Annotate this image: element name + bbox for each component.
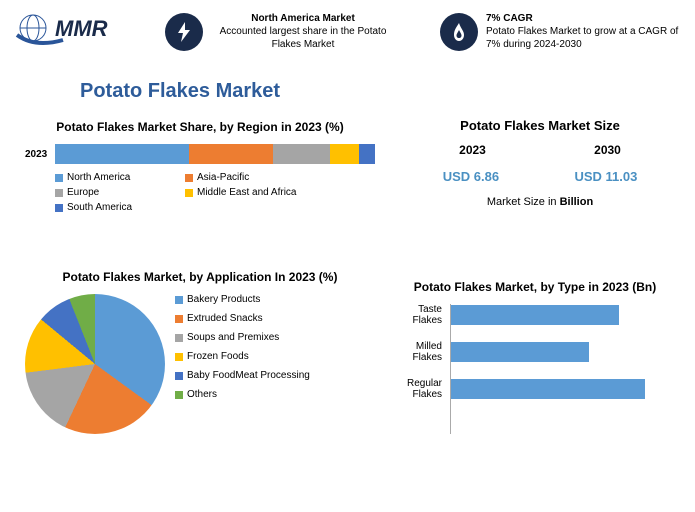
ms-value2: USD 11.03 — [574, 169, 637, 184]
callout1-title: North America Market — [211, 12, 395, 25]
region-seg — [330, 144, 359, 164]
callout-north-america: North America Market Accounted largest s… — [165, 12, 395, 51]
legend-item: Extruded Snacks — [175, 313, 310, 324]
application-chart: Potato Flakes Market, by Application In … — [15, 270, 385, 434]
legend-item: Others — [175, 389, 310, 400]
legend-item: North America — [55, 172, 165, 183]
type-bar-row: Regular Flakes — [390, 378, 680, 400]
region-year-label: 2023 — [25, 149, 55, 160]
market-size-title: Potato Flakes Market Size — [405, 118, 675, 133]
mmr-logo: MMR — [15, 10, 125, 57]
legend-item: Soups and Premixes — [175, 332, 310, 343]
legend-item: Bakery Products — [175, 294, 310, 305]
region-stacked-bar — [55, 144, 375, 164]
type-bar-row: Taste Flakes — [390, 304, 680, 326]
main-title: Potato Flakes Market — [80, 80, 280, 103]
legend-item: Europe — [55, 187, 165, 198]
flame-icon — [440, 13, 478, 51]
legend-item: Baby FoodMeat Processing — [175, 370, 310, 381]
ms-note: Market Size in Billion — [405, 196, 675, 208]
callout-cagr: 7% CAGR Potato Flakes Market to grow at … — [440, 12, 680, 51]
type-chart-title: Potato Flakes Market, by Type in 2023 (B… — [390, 280, 680, 294]
app-legend: Bakery Products Extruded Snacks Soups and … — [175, 294, 310, 434]
region-seg — [55, 144, 189, 164]
region-legend: North America Asia-Pacific Europe Middle Ea… — [55, 172, 385, 213]
legend-item: Asia-Pacific — [185, 172, 295, 183]
bolt-icon — [165, 13, 203, 51]
region-chart-title: Potato Flakes Market Share, by Region in… — [15, 120, 385, 134]
region-seg — [189, 144, 272, 164]
type-bar-row: Milled Flakes — [390, 341, 680, 363]
type-bars: Taste Flakes Milled Flakes Regular Flakes — [390, 304, 680, 400]
legend-item: South America — [55, 202, 165, 213]
app-pie — [25, 294, 165, 434]
callout1-text: Accounted largest share in the Potato Fl… — [211, 25, 395, 51]
ms-year2: 2030 — [594, 143, 621, 157]
svg-text:MMR: MMR — [55, 16, 108, 41]
market-size: Potato Flakes Market Size 2023 2030 USD … — [405, 118, 675, 208]
region-chart: Potato Flakes Market Share, by Region in… — [15, 120, 385, 213]
callout2-title: 7% CAGR — [486, 12, 680, 25]
region-seg — [359, 144, 375, 164]
legend-item: Frozen Foods — [175, 351, 310, 362]
app-chart-title: Potato Flakes Market, by Application In … — [15, 270, 385, 284]
region-seg — [273, 144, 331, 164]
callout2-text: Potato Flakes Market to grow at a CAGR o… — [486, 25, 680, 51]
ms-value1: USD 6.86 — [443, 169, 499, 184]
ms-year1: 2023 — [459, 143, 486, 157]
type-chart: Potato Flakes Market, by Type in 2023 (B… — [390, 280, 680, 415]
legend-item: Middle East and Africa — [185, 187, 297, 198]
